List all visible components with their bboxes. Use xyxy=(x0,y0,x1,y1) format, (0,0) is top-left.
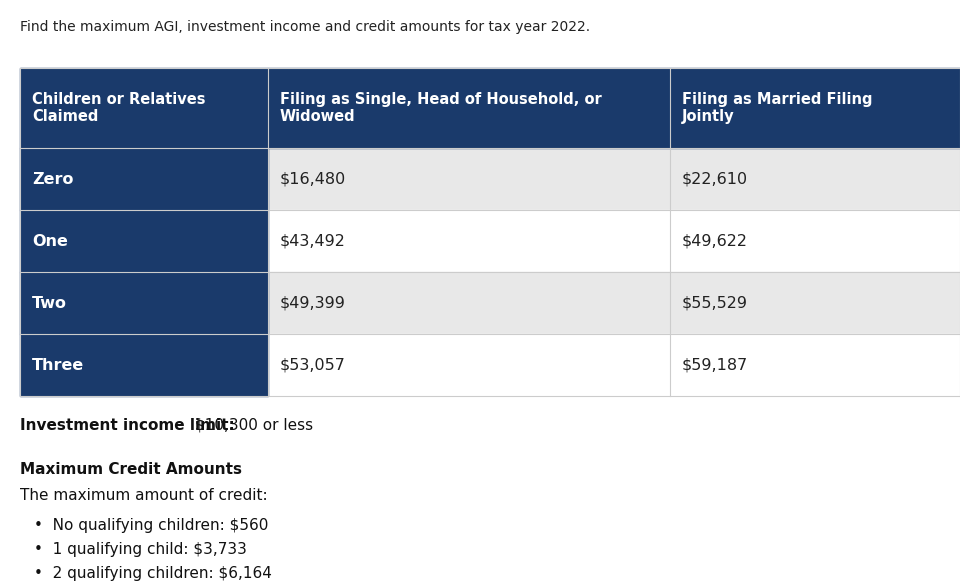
Bar xyxy=(20,272,268,334)
Text: •  1 qualifying child: $3,733: • 1 qualifying child: $3,733 xyxy=(34,542,247,557)
Text: •  No qualifying children: $560: • No qualifying children: $560 xyxy=(34,518,269,533)
Text: $43,492: $43,492 xyxy=(280,234,346,249)
Text: Two: Two xyxy=(32,296,67,311)
Text: One: One xyxy=(32,234,68,249)
Bar xyxy=(20,334,268,396)
Text: Zero: Zero xyxy=(32,172,74,186)
Bar xyxy=(20,148,268,210)
Bar xyxy=(20,334,960,396)
Bar xyxy=(20,272,960,334)
Bar xyxy=(20,148,960,210)
Bar xyxy=(20,210,960,272)
Text: $49,399: $49,399 xyxy=(280,296,346,311)
Bar xyxy=(20,210,268,272)
Text: $53,057: $53,057 xyxy=(280,357,346,373)
Text: Find the maximum AGI, investment income and credit amounts for tax year 2022.: Find the maximum AGI, investment income … xyxy=(20,20,590,34)
Text: Three: Three xyxy=(32,357,84,373)
Text: Investment income limit:: Investment income limit: xyxy=(20,418,240,433)
Bar xyxy=(20,68,960,148)
Text: $10,300 or less: $10,300 or less xyxy=(195,418,313,433)
Text: $55,529: $55,529 xyxy=(682,296,748,311)
Text: Children or Relatives
Claimed: Children or Relatives Claimed xyxy=(32,92,205,124)
Text: $49,622: $49,622 xyxy=(682,234,748,249)
Text: The maximum amount of credit:: The maximum amount of credit: xyxy=(20,488,268,503)
Text: Maximum Credit Amounts: Maximum Credit Amounts xyxy=(20,462,242,477)
Text: Filing as Married Filing
Jointly: Filing as Married Filing Jointly xyxy=(682,92,873,124)
Text: Filing as Single, Head of Household, or
Widowed: Filing as Single, Head of Household, or … xyxy=(280,92,602,124)
Text: $59,187: $59,187 xyxy=(682,357,748,373)
Text: $16,480: $16,480 xyxy=(280,172,347,186)
Text: $22,610: $22,610 xyxy=(682,172,748,186)
Text: •  2 qualifying children: $6,164: • 2 qualifying children: $6,164 xyxy=(34,566,272,581)
